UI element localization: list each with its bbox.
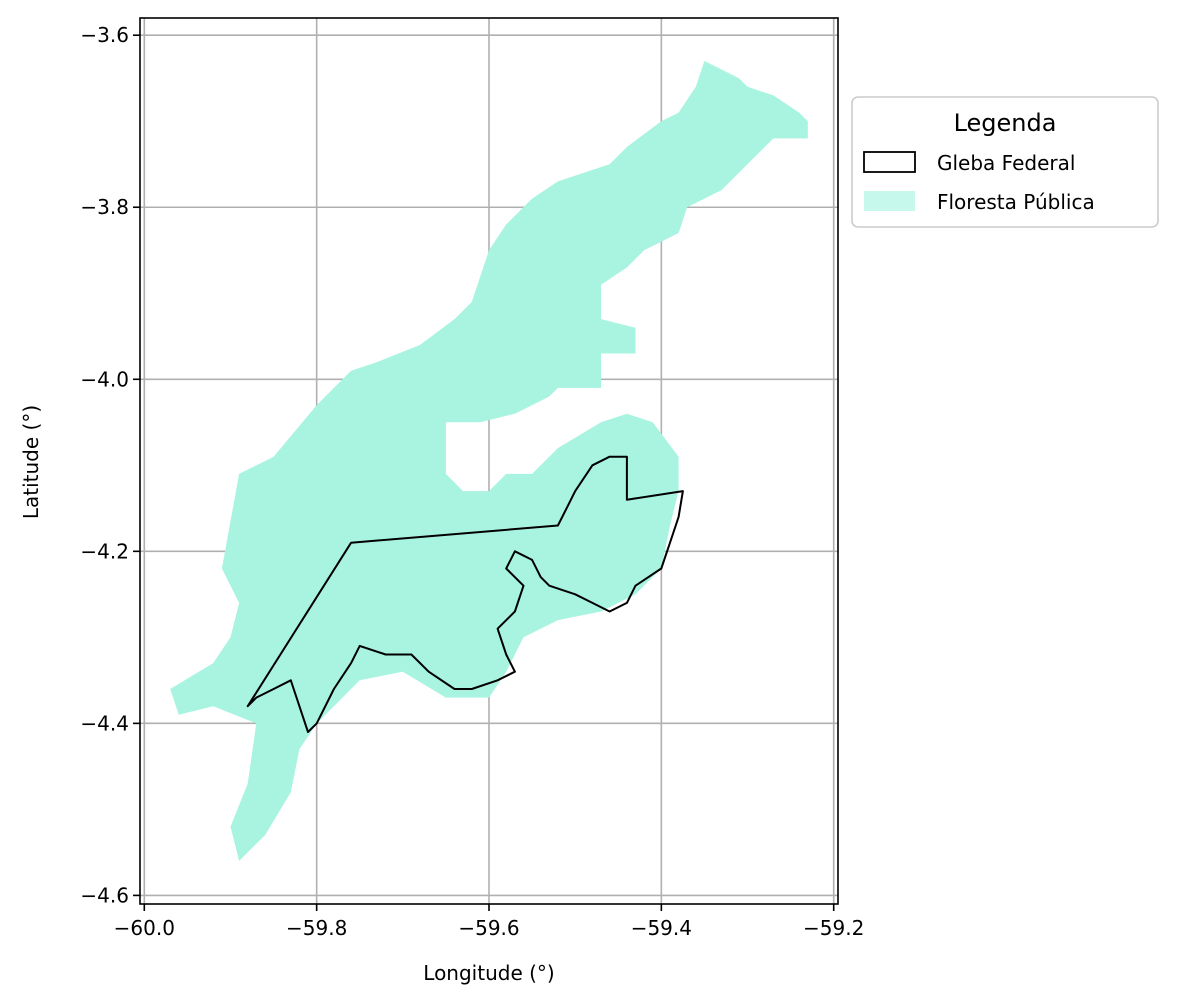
x-tick-label: −59.4 xyxy=(631,916,692,940)
y-tick-label: −4.0 xyxy=(80,367,129,391)
y-axis-label: Latitude (°) xyxy=(19,405,43,519)
y-tick-label: −4.4 xyxy=(80,711,129,735)
legend-label-gleba-federal: Gleba Federal xyxy=(937,151,1075,175)
floresta-publica-polygon xyxy=(170,61,808,861)
gleba-federal-layer xyxy=(246,455,684,733)
legend-label-floresta-publica: Floresta Pública xyxy=(937,190,1095,214)
legend-swatch-gleba-federal xyxy=(863,151,916,173)
y-tick-label: −4.2 xyxy=(80,539,129,563)
y-tick-label: −4.6 xyxy=(80,883,129,907)
legend-box xyxy=(851,96,1159,228)
x-tick-label: −60.0 xyxy=(114,916,175,940)
legend-title: Legenda xyxy=(954,109,1057,137)
x-tick-label: −59.8 xyxy=(286,916,347,940)
y-tick-label: −3.6 xyxy=(80,23,129,47)
floresta-publica-layer xyxy=(170,61,808,861)
x-axis-label: Longitude (°) xyxy=(423,961,554,985)
x-axis-ticks: −60.0 −59.8 −59.6 −59.4 −59.2 xyxy=(114,904,864,940)
legend-swatch-floresta-publica xyxy=(864,191,915,211)
gleba-federal-polygon xyxy=(246,455,684,733)
y-tick-label: −3.8 xyxy=(80,195,129,219)
x-tick-label: −59.6 xyxy=(458,916,519,940)
legend: Legenda Gleba Federal Floresta Pública xyxy=(851,96,1159,228)
y-axis-ticks: −3.6 −3.8 −4.0 −4.2 −4.4 −4.6 xyxy=(80,23,140,907)
x-tick-label: −59.2 xyxy=(803,916,864,940)
